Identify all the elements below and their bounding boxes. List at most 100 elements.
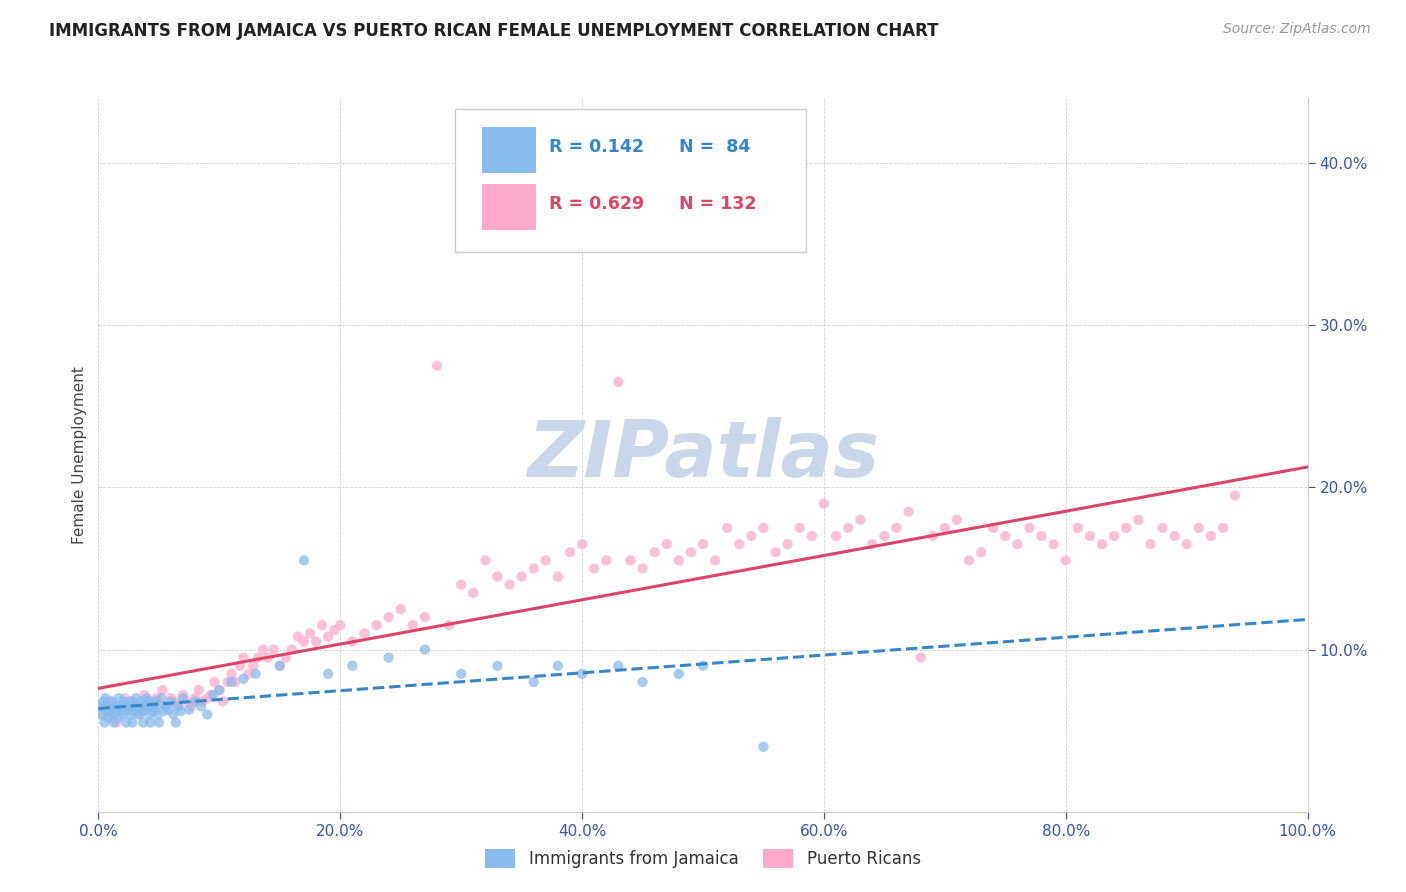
Point bbox=[571, 537, 593, 551]
Point bbox=[108, 702, 131, 716]
Text: IMMIGRANTS FROM JAMAICA VS PUERTO RICAN FEMALE UNEMPLOYMENT CORRELATION CHART: IMMIGRANTS FROM JAMAICA VS PUERTO RICAN … bbox=[49, 22, 939, 40]
FancyBboxPatch shape bbox=[456, 109, 806, 252]
Point bbox=[110, 699, 132, 714]
Point bbox=[148, 694, 170, 708]
Point bbox=[91, 694, 114, 708]
Point bbox=[994, 529, 1017, 543]
Point bbox=[245, 666, 267, 681]
Point bbox=[728, 537, 751, 551]
Point bbox=[221, 675, 243, 690]
Point bbox=[101, 707, 124, 722]
Point bbox=[957, 553, 980, 567]
Text: N = 132: N = 132 bbox=[679, 194, 756, 212]
Point bbox=[1018, 521, 1040, 535]
Point bbox=[486, 658, 509, 673]
Point bbox=[256, 650, 278, 665]
Point bbox=[837, 521, 859, 535]
Point bbox=[142, 702, 165, 716]
Point bbox=[94, 691, 117, 706]
Point bbox=[232, 650, 254, 665]
Point bbox=[121, 694, 143, 708]
Point bbox=[402, 618, 425, 632]
Point bbox=[115, 715, 138, 730]
Point bbox=[117, 699, 139, 714]
Point bbox=[160, 691, 183, 706]
Point bbox=[631, 561, 654, 575]
Point bbox=[413, 642, 436, 657]
Point bbox=[118, 702, 141, 716]
Point bbox=[135, 691, 157, 706]
Point bbox=[981, 521, 1004, 535]
Point bbox=[631, 675, 654, 690]
Point bbox=[97, 711, 120, 725]
Point bbox=[195, 707, 218, 722]
Point bbox=[1188, 521, 1211, 535]
Point bbox=[172, 691, 194, 706]
Point bbox=[800, 529, 823, 543]
Point bbox=[165, 715, 187, 730]
Point bbox=[274, 650, 297, 665]
Point bbox=[498, 577, 520, 591]
Point bbox=[921, 529, 943, 543]
Point bbox=[311, 618, 333, 632]
Point bbox=[105, 704, 128, 718]
Point bbox=[114, 691, 136, 706]
Point bbox=[191, 694, 214, 708]
Point bbox=[281, 642, 304, 657]
Point bbox=[252, 642, 274, 657]
Point bbox=[849, 513, 872, 527]
Point bbox=[212, 694, 235, 708]
Y-axis label: Female Unemployment: Female Unemployment bbox=[72, 366, 87, 544]
Point bbox=[366, 618, 388, 632]
Point bbox=[437, 618, 460, 632]
Point bbox=[160, 694, 183, 708]
Point bbox=[910, 650, 932, 665]
Point bbox=[125, 691, 148, 706]
Point bbox=[172, 688, 194, 702]
Point bbox=[108, 699, 131, 714]
Point bbox=[100, 694, 122, 708]
Point bbox=[141, 699, 163, 714]
Point bbox=[426, 359, 449, 373]
Point bbox=[112, 694, 135, 708]
Point bbox=[103, 715, 125, 730]
Point bbox=[135, 694, 157, 708]
Point bbox=[152, 704, 174, 718]
Point bbox=[413, 610, 436, 624]
Point bbox=[571, 666, 593, 681]
Point bbox=[1152, 521, 1174, 535]
Point bbox=[523, 561, 546, 575]
Point bbox=[195, 691, 218, 706]
Point bbox=[825, 529, 848, 543]
Point bbox=[607, 658, 630, 673]
Point bbox=[263, 642, 285, 657]
Point bbox=[143, 694, 166, 708]
Point bbox=[97, 711, 120, 725]
Point bbox=[704, 553, 727, 567]
Point bbox=[1223, 488, 1246, 502]
Point bbox=[204, 675, 226, 690]
Point bbox=[139, 715, 162, 730]
Point bbox=[1042, 537, 1064, 551]
Point bbox=[134, 688, 156, 702]
Point bbox=[150, 691, 173, 706]
Point bbox=[1102, 529, 1125, 543]
Point bbox=[208, 683, 231, 698]
Point bbox=[1175, 537, 1198, 551]
Point bbox=[619, 553, 641, 567]
Point bbox=[510, 569, 533, 583]
Point bbox=[946, 513, 969, 527]
Point bbox=[323, 623, 346, 637]
Point bbox=[129, 694, 152, 708]
Point bbox=[114, 704, 136, 718]
Point bbox=[190, 699, 212, 714]
Point bbox=[208, 683, 231, 698]
Point bbox=[1212, 521, 1234, 535]
Point bbox=[127, 707, 149, 722]
FancyBboxPatch shape bbox=[482, 127, 536, 173]
Point bbox=[1115, 521, 1137, 535]
Point bbox=[105, 715, 128, 730]
Point bbox=[93, 715, 115, 730]
Point bbox=[813, 497, 835, 511]
Point bbox=[98, 699, 121, 714]
